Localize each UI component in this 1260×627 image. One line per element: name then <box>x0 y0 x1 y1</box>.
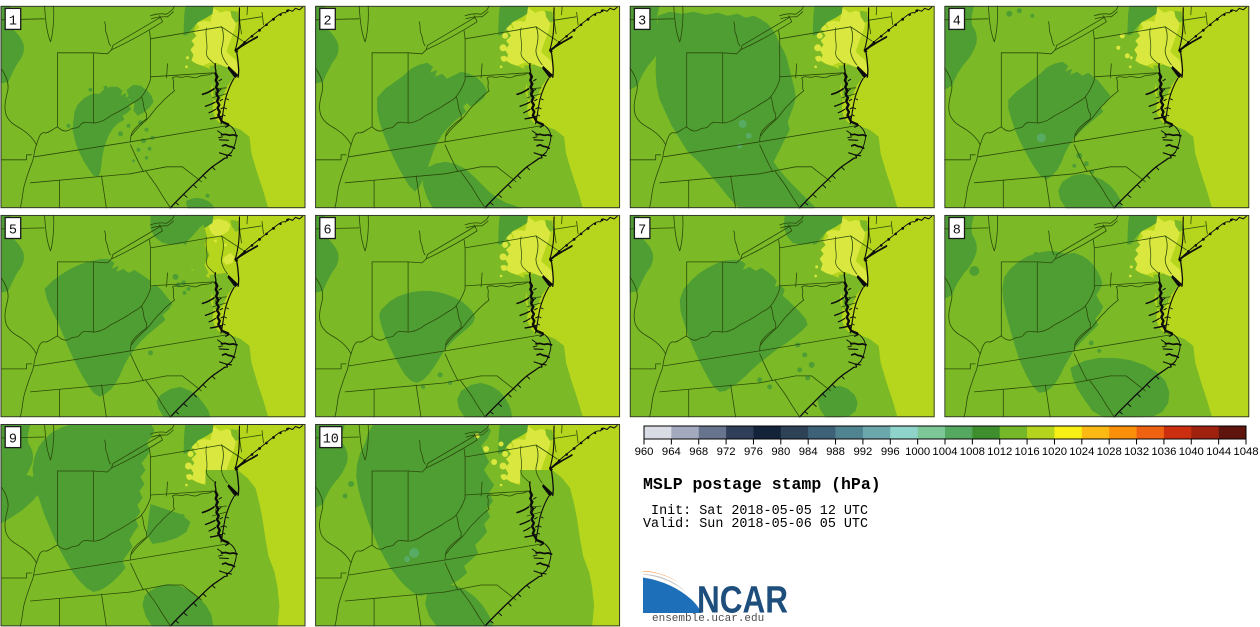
svg-text:1044: 1044 <box>1206 446 1231 458</box>
svg-text:984: 984 <box>799 446 818 458</box>
svg-text:NCAR: NCAR <box>697 580 788 622</box>
svg-text:968: 968 <box>689 446 708 458</box>
svg-text:9: 9 <box>9 433 17 448</box>
svg-text:988: 988 <box>826 446 845 458</box>
svg-text:1004: 1004 <box>932 446 957 458</box>
svg-text:8: 8 <box>953 224 961 239</box>
svg-text:980: 980 <box>771 446 790 458</box>
svg-text:6: 6 <box>323 224 331 239</box>
svg-text:992: 992 <box>853 446 872 458</box>
svg-text:1032: 1032 <box>1124 446 1149 458</box>
svg-text:1000: 1000 <box>905 446 930 458</box>
svg-text:1016: 1016 <box>1015 446 1040 458</box>
svg-text:964: 964 <box>662 446 681 458</box>
svg-text:1024: 1024 <box>1069 446 1094 458</box>
svg-text:996: 996 <box>881 446 900 458</box>
svg-text:2: 2 <box>323 14 331 29</box>
svg-text:1040: 1040 <box>1179 446 1204 458</box>
svg-text:1012: 1012 <box>987 446 1012 458</box>
svg-text:1048: 1048 <box>1233 446 1258 458</box>
svg-text:1036: 1036 <box>1151 446 1176 458</box>
svg-text:972: 972 <box>717 446 736 458</box>
svg-text:1020: 1020 <box>1042 446 1067 458</box>
svg-text:4: 4 <box>953 14 961 29</box>
svg-text:3: 3 <box>638 14 646 29</box>
svg-text:10: 10 <box>323 433 339 448</box>
svg-text:960: 960 <box>635 446 654 458</box>
svg-text:976: 976 <box>744 446 763 458</box>
svg-text:5: 5 <box>9 224 17 239</box>
svg-text:7: 7 <box>638 224 646 239</box>
svg-text:1028: 1028 <box>1097 446 1122 458</box>
svg-text:1008: 1008 <box>960 446 985 458</box>
svg-text:1: 1 <box>9 14 17 29</box>
